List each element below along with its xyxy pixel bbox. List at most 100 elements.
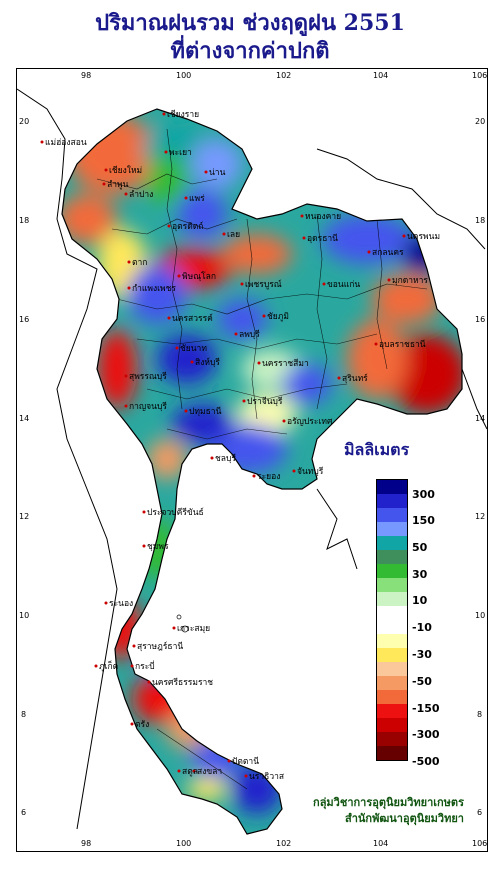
station-dot	[94, 664, 98, 668]
island-koh-samui	[181, 625, 189, 633]
lat-tick-left-6: 6	[21, 808, 27, 817]
lon-tick-top-106: 106	[472, 71, 488, 80]
station-dot	[184, 196, 188, 200]
station-dot	[142, 510, 146, 514]
northeast-border	[316, 148, 486, 250]
legend-swatch	[377, 690, 407, 704]
station-dot	[147, 680, 151, 684]
place-label: มุกดาหาร	[392, 276, 428, 286]
place-label: สุรินทร์	[342, 373, 368, 384]
lat-tick-right-20: 20	[475, 117, 486, 126]
place-label: กาญจนบุรี	[129, 401, 167, 412]
station-dot	[244, 774, 248, 778]
east-border	[461, 368, 488, 430]
place-label: พะเยา	[169, 148, 192, 158]
place-label: สกลนคร	[372, 248, 404, 258]
lat-tick-left-18: 18	[19, 216, 30, 225]
lon-tick-top-104: 104	[373, 71, 389, 80]
station-dot	[104, 601, 108, 605]
lon-tick-top-100: 100	[176, 71, 192, 80]
lat-tick-left-14: 14	[19, 414, 30, 423]
station-dot	[252, 474, 256, 478]
legend-label: -300	[412, 728, 440, 741]
station-dot	[190, 360, 194, 364]
credit-line1: กลุ่มวิชาการอุตุนิยมวิทยาเกษตร	[313, 796, 464, 809]
place-label: ประจวบคีรีขันธ์	[147, 507, 204, 518]
lat-tick-right-6: 6	[477, 808, 483, 817]
place-label: ระนอง	[109, 599, 133, 609]
station-dot	[367, 250, 371, 254]
place-label: ตรัง	[135, 720, 149, 730]
station-dot	[227, 759, 231, 763]
legend-label: 10	[412, 594, 428, 607]
legend-label: 150	[412, 514, 435, 527]
station-dot	[204, 170, 208, 174]
place-label: ลพบุรี	[239, 329, 260, 340]
legend-swatch	[377, 494, 407, 508]
legend-label: -150	[412, 702, 440, 715]
station-dot	[175, 346, 179, 350]
station-dot	[162, 112, 166, 116]
lat-tick-left-16: 16	[19, 315, 30, 324]
station-dot	[292, 469, 296, 473]
place-label: เชียงราย	[167, 109, 199, 120]
station-dot	[337, 376, 341, 380]
station-dot	[102, 182, 106, 186]
station-dot	[242, 399, 246, 403]
station-dot	[192, 769, 196, 773]
lat-tick-left-20: 20	[19, 117, 30, 126]
place-label: แพร่	[189, 194, 205, 204]
lat-tick-right-10: 10	[475, 611, 486, 620]
place-label: ภูเก็ต	[99, 660, 118, 672]
map-title-line2: ที่ต่างจากค่าปกติ	[170, 38, 330, 64]
lon-tick-bottom-100: 100	[176, 839, 192, 848]
place-label: ปทุมธานี	[189, 406, 222, 417]
station-dot	[164, 150, 168, 154]
station-dot	[104, 168, 108, 172]
legend-swatch	[377, 732, 407, 746]
station-dot	[172, 626, 176, 630]
place-label: น่าน	[209, 168, 226, 178]
station-dot	[322, 282, 326, 286]
legend-swatch	[377, 578, 407, 592]
place-label: อุตรดิตถ์	[172, 221, 203, 232]
legend-label: 300	[412, 488, 435, 501]
station-dot	[167, 316, 171, 320]
place-label: ชุมพร	[147, 542, 169, 552]
legend-swatch	[377, 536, 407, 550]
place-label: นครสวรรค์	[172, 313, 213, 324]
place-label: นครราชสีมา	[262, 358, 309, 369]
station-dot	[127, 286, 131, 290]
station-dot	[402, 234, 406, 238]
place-label: ชลบุรี	[215, 453, 236, 464]
station-dot	[257, 361, 261, 365]
station-dot	[262, 314, 266, 318]
place-label: อุบลราชธานี	[379, 339, 426, 350]
legend-swatch	[377, 634, 407, 648]
map-title-line1: ปริมาณฝนรวม ช่วงฤดูฝน 2551	[95, 10, 405, 36]
place-label: ชัยนาท	[180, 344, 207, 354]
station-dot	[124, 374, 128, 378]
place-label: ขอนแก่น	[327, 280, 360, 290]
station-dot	[177, 769, 181, 773]
legend-label: -30	[412, 648, 432, 661]
place-label: ระยอง	[257, 472, 280, 482]
lat-tick-right-8: 8	[477, 710, 483, 719]
lon-tick-bottom-102: 102	[276, 839, 292, 848]
legend-label: 30	[412, 568, 428, 581]
legend-label: -50	[412, 675, 432, 688]
station-dot	[142, 544, 146, 548]
place-label: ลำปาง	[129, 190, 153, 200]
station-dot	[132, 644, 136, 648]
place-label: ชัยภูมิ	[267, 312, 289, 322]
place-label: ตาก	[132, 258, 147, 268]
station-dot	[374, 342, 378, 346]
legend-label: -500	[412, 755, 440, 768]
island	[176, 614, 182, 620]
place-label: ปัตตานี	[232, 756, 259, 767]
lat-tick-right-18: 18	[475, 216, 486, 225]
place-label: สตูล	[182, 767, 198, 777]
station-dot	[40, 140, 44, 144]
station-dot	[222, 232, 226, 236]
